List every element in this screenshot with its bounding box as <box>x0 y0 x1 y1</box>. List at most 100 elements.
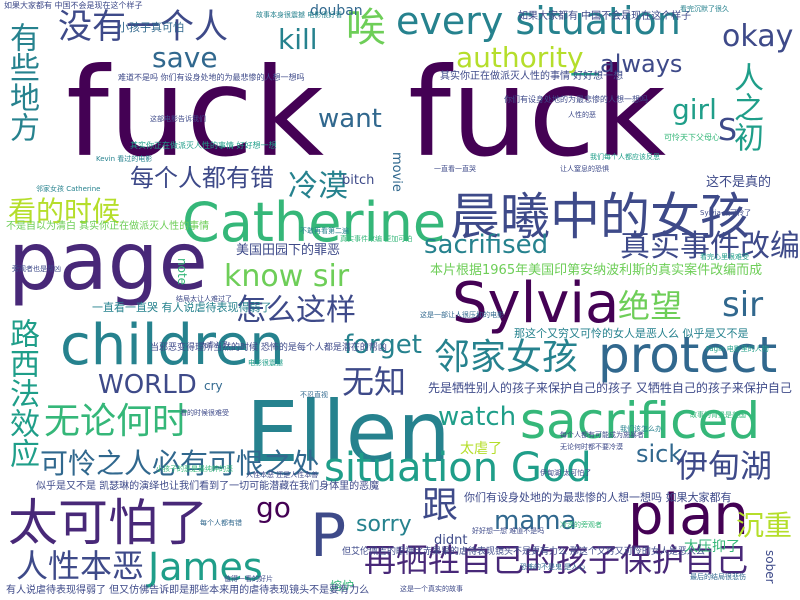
word-always-anytime: 无论何时 <box>44 401 189 442</box>
filler-phrase: 我们每个人都应该反思 <box>590 153 660 161</box>
word-sick: sick <box>636 440 683 468</box>
filler-phrase: 人性的恶 <box>568 111 596 119</box>
filler-phrase: 好好想一想 难道不是吗 <box>472 527 545 535</box>
word-lucifer-effect: 路西法效应 <box>4 318 39 468</box>
word-kill: kill <box>278 23 318 56</box>
word-conform: 其实你正在做派灭人性的事情 好好想一想 <box>440 71 624 82</box>
filler-phrase: 值得一看的好片 <box>224 575 273 583</box>
filler-phrase: 恐怖的不是鬼 是人心 <box>520 563 586 571</box>
word-dash: 一 <box>570 59 600 94</box>
word-children: children <box>60 313 285 378</box>
filler-phrase: 冷漠的旁观者 <box>560 521 602 529</box>
word-james: James <box>148 545 263 589</box>
word-dawn-girl: 晨曦中的女孩 <box>450 188 750 246</box>
filler-phrase: 看完沉默了很久 <box>680 5 729 13</box>
filler-phrase: Fagin 电影里的人物 <box>706 345 769 353</box>
filler-phrase: 这是一个真实的故事 <box>400 585 463 593</box>
filler-phrase: 每个人都有可能成为施暴者 <box>560 431 644 439</box>
word-neighbor-girl: 邻家女孩 <box>434 337 579 378</box>
word-sorry: sorry <box>356 512 412 537</box>
word-go: go <box>256 491 291 524</box>
word-true-story: 真实事件改编 <box>620 229 800 264</box>
word-ignorant: 无知 <box>342 363 407 401</box>
word-sylvia: Sylvia <box>452 271 620 336</box>
word-too-abused: 太虐了 <box>460 441 502 457</box>
word-everyone-has: 如果大家都有 中国不会是现在这个样子 <box>518 11 692 22</box>
word-crime-countryside: 美国田园下的罪恶 <box>236 243 341 258</box>
word-this-is-true: 这不是真的 <box>706 175 772 190</box>
word-every-situation: every situation <box>396 0 681 43</box>
filler-phrase: 无论何时都不要冷漠 <box>560 443 623 451</box>
word-know-sir: know sir <box>224 259 350 294</box>
word-too-depressing: 太压抑了 <box>684 539 740 555</box>
filler-phrase: 旁观者也是帮凶 <box>12 265 61 273</box>
word-protect: protect <box>598 326 778 384</box>
filler-phrase: 不敢再看第二遍 <box>300 227 349 235</box>
word-movie: movie <box>389 152 404 192</box>
filler-phrase: 人性本恶 还是人性本善 <box>246 471 319 479</box>
word-want: want <box>318 104 382 134</box>
word-human-pathetic: 似乎是又不是 凯瑟琳的演绎也让我们看到了一切可能潜藏在我们身体里的恶魔 <box>36 481 380 492</box>
filler-phrase: 可怜天下父母心 <box>664 133 720 142</box>
word-sacrifised: sacrifised <box>424 230 549 260</box>
word-ellen-page-line: 但艾伦佩吉的眼神比赤果果的虐待表现镜头不是更有力么 那这个又穷又可怜的女人是恶人… <box>342 547 705 557</box>
filler-phrase: 这部电影告诉我们 <box>150 115 206 123</box>
word-sigh: 唉 <box>346 5 386 51</box>
word-plan: plan <box>628 483 749 548</box>
word-sacrifice-others: 先是牺牲别人的孩子来保护自己的孩子 又牺牲自己的孩子来保护自己 <box>428 381 792 395</box>
word-despair: 绝望 <box>618 287 683 325</box>
filler-phrase: Sylvia 太可怜了 <box>700 209 752 217</box>
word-follow: 跟 <box>422 485 459 526</box>
filler-phrase: 这是一部让人很压抑的电影 <box>420 311 504 319</box>
filler-phrase: 电影很震撼 <box>248 359 283 367</box>
word-heavy: 沉重 <box>736 509 793 542</box>
filler-phrase: 邻家女孩 Catherine <box>36 185 101 193</box>
word-how-so: 怎么这样 <box>236 293 356 328</box>
word-catherine: Catherine <box>182 191 447 254</box>
word-original-intent: 人之初 <box>728 62 763 152</box>
word-world: WORLD <box>98 370 197 400</box>
filler-phrase: 你们有设身处地的为最悲惨的人想一想吗 <box>504 95 648 104</box>
filler-phrase: 难道不是吗 你们有设身处地的为最悲惨的人想一想吗 <box>118 73 305 82</box>
word-situation-god: situation God <box>324 445 592 491</box>
word-p: P <box>310 501 347 571</box>
word-douban: douban <box>310 3 363 19</box>
word-human-nature: 人性本恶 <box>16 547 145 585</box>
filler-phrase: 故事本身很震撼 电影很好看 <box>256 11 343 19</box>
filler-phrase: 如果大家都有 中国不会是现在这个样子 <box>4 1 143 10</box>
filler-phrase: 结局太让人难过了 <box>176 295 232 303</box>
word-pitiful: 可怜之人必有可恨之处 <box>40 447 321 480</box>
word-ring-like: 熔炉 <box>330 579 355 593</box>
word-save: save <box>152 41 218 74</box>
word-sober: sober <box>763 550 777 584</box>
word-sacrifice-own-child: 再牺牲自己的孩子保护自己 <box>364 541 749 579</box>
word-watch: watch <box>438 402 517 432</box>
word-no-one: 没有一个人 <box>58 7 228 47</box>
word-note: note <box>175 258 189 286</box>
word-kids-are-terrible: 小孩子真可怕 <box>118 21 184 34</box>
word-ellen: Ellen <box>246 383 451 481</box>
word-sacrificed: sacrificed <box>520 392 761 450</box>
filler-phrase: 看完心里很难受 <box>700 253 749 261</box>
word-not-truly: 不是自以为清白 其实你正在做派灭人性的事情 <box>6 221 210 232</box>
word-everyone-wrong: 每个人都有错 <box>130 164 274 192</box>
word-if-you-were-there: 你们有设身处地的为最悲惨的人想一想吗 如果大家都有 <box>464 491 732 504</box>
word-didnt: didnt <box>434 533 468 548</box>
word-poor-woman: 那这个又穷又可怜的女人是恶人么 似乎是又不是 <box>514 327 749 340</box>
word-fuck-1: fuck <box>66 42 324 184</box>
filler-phrase: 一直看一直哭 <box>434 165 476 173</box>
word-mama: mama <box>494 506 577 536</box>
filler-phrase: 其实你正在做派灭人性的事情 好好想一想 <box>130 141 277 150</box>
filler-phrase: 最后的结局很悲伤 <box>690 573 746 581</box>
filler-phrase: 让人窒息的恐惧 <box>560 165 609 173</box>
word-page: page <box>8 215 208 308</box>
filler-phrase: 故事的背景是美国 <box>690 411 746 419</box>
word-bottom-line: 有人说虐待表现得弱了 但又仿佛告诉即是那些本来用的虐待表现镜头不是要有力么 <box>6 585 370 596</box>
word-bitch: bitch <box>342 173 375 188</box>
filler-phrase: Kevin 看过的电影 <box>96 155 153 163</box>
word-forget: forget <box>344 330 422 360</box>
word-authority: authority <box>456 41 584 74</box>
word-watch-and-cry: 一直看一直哭 有人说虐待表现得弱了 <box>92 301 272 314</box>
filler-phrase: 伊甸湖 太可怕了 <box>540 469 592 477</box>
word-scary: 太可怕了 <box>8 494 208 552</box>
